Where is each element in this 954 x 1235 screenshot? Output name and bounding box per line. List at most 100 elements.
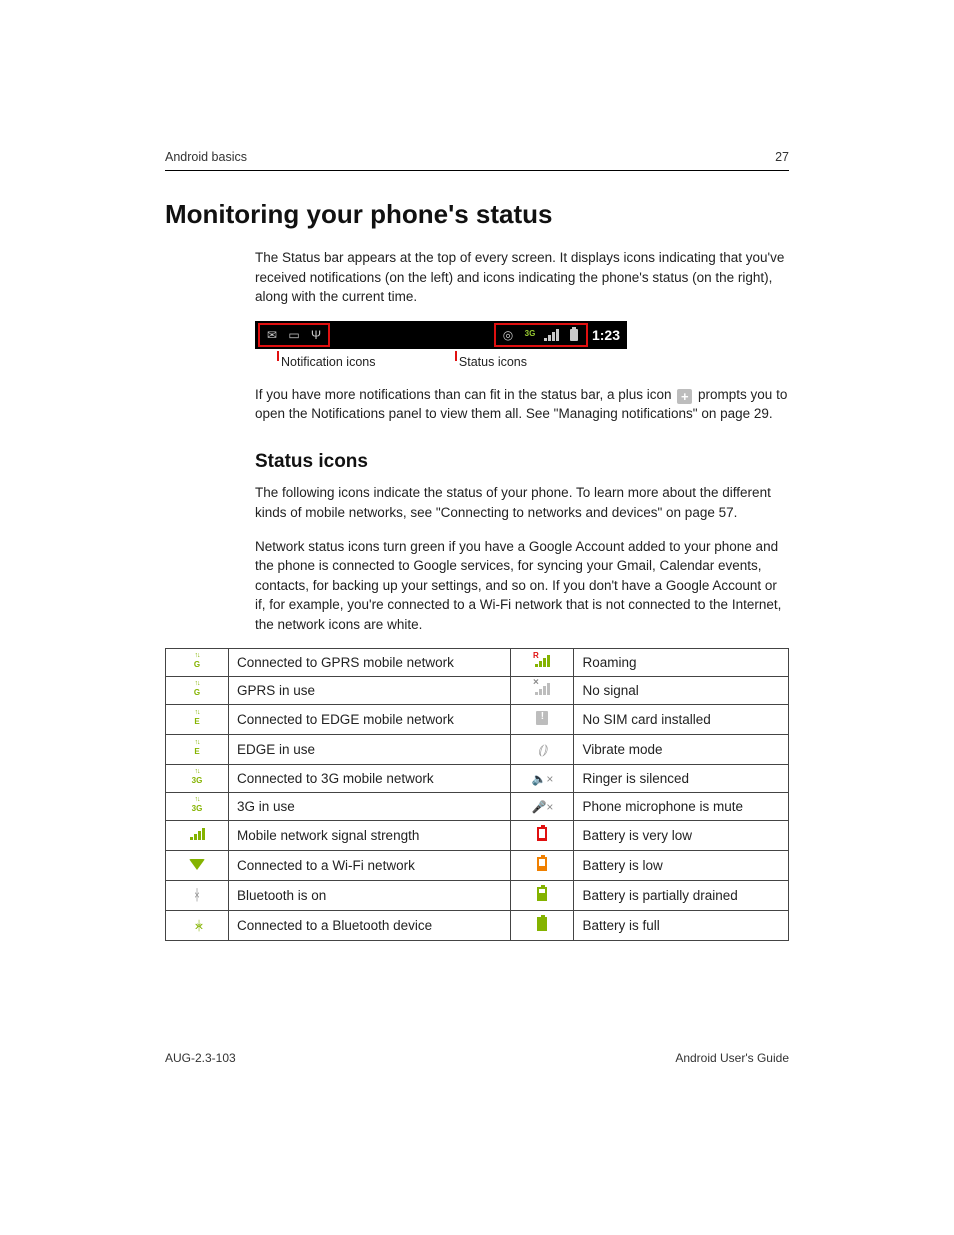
battery-very-low-icon — [537, 827, 547, 841]
page-footer: AUG-2.3-103 Android User's Guide — [165, 1051, 789, 1065]
plus-icon: + — [677, 389, 692, 404]
network-3g-icon: 3G — [192, 772, 203, 785]
wifi-icon — [189, 859, 205, 870]
desc-cell: No signal — [574, 677, 789, 705]
icon-cell: E — [166, 705, 229, 735]
battery-partial-icon — [537, 887, 547, 901]
icon-cell: ⦅⦆ — [511, 735, 574, 765]
desc-cell: 3G in use — [229, 793, 511, 821]
callout-status-icons: Status icons — [455, 353, 527, 371]
callout-tick-icon — [455, 351, 457, 361]
roaming-icon — [535, 655, 550, 667]
desc-cell: Mobile network signal strength — [229, 821, 511, 851]
callout-notification-icons: Notification icons — [277, 353, 376, 371]
document-page: Android basics 27 Monitoring your phone'… — [0, 0, 954, 1235]
footer-guide-name: Android User's Guide — [675, 1051, 789, 1065]
icon-cell: 🎤× — [511, 793, 574, 821]
icon-cell: 🔈× — [511, 765, 574, 793]
calendar-icon: ▭ — [286, 329, 302, 341]
icon-cell — [511, 677, 574, 705]
network-3g-icon: 3G — [192, 800, 203, 813]
table-row: E Connected to EDGE mobile network No SIM … — [166, 705, 789, 735]
icon-cell — [511, 881, 574, 911]
table-row: ›ᚼ‹Connected to a Bluetooth deviceBatter… — [166, 911, 789, 941]
icon-cell: ›ᚼ‹ — [166, 911, 229, 941]
table-row: ᚼ Bluetooth is on Battery is partially dra… — [166, 881, 789, 911]
desc-cell: Connected to 3G mobile network — [229, 765, 511, 793]
notification-icons-group: ✉ ▭ Ψ — [258, 323, 330, 347]
no-signal-icon — [535, 683, 550, 695]
icon-cell — [511, 911, 574, 941]
body-content: The Status bar appears at the top of eve… — [255, 248, 789, 634]
table-row: 3G Connected to 3G mobile network🔈×Ringer… — [166, 765, 789, 793]
desc-cell: Connected to EDGE mobile network — [229, 705, 511, 735]
signal-strength-icon — [190, 828, 205, 840]
battery-icon — [566, 329, 582, 341]
usb-icon: Ψ — [308, 329, 324, 341]
desc-cell: Battery is partially drained — [574, 881, 789, 911]
network-gprs-icon: G — [194, 684, 200, 697]
status-icons-group: ◎ 3G — [494, 323, 588, 347]
icon-cell: 3G — [166, 793, 229, 821]
icon-cell: E — [166, 735, 229, 765]
page-number: 27 — [775, 150, 789, 164]
network-edge-icon: E — [194, 713, 199, 726]
status-icons-heading: Status icons — [255, 448, 789, 476]
plus-icon-paragraph: If you have more notifications than can … — [255, 385, 789, 424]
signal-bars-icon — [544, 329, 560, 341]
status-icons-table: G Connected to GPRS mobile network Roaming… — [165, 648, 789, 941]
status-icons-tbody: G Connected to GPRS mobile network Roaming… — [166, 649, 789, 941]
statusbar-callouts: Notification icons Status icons — [255, 353, 625, 371]
desc-cell: Ringer is silenced — [574, 765, 789, 793]
footer-doc-id: AUG-2.3-103 — [165, 1051, 236, 1065]
section-name: Android basics — [165, 150, 247, 164]
status-icons-p1: The following icons indicate the status … — [255, 483, 789, 522]
icon-cell: G — [166, 677, 229, 705]
mail-icon: ✉ — [264, 329, 280, 341]
statusbar-time: 1:23 — [588, 325, 626, 345]
vibrate-icon: ⦅⦆ — [538, 741, 547, 757]
icon-cell — [511, 705, 574, 735]
table-row: E EDGE in use ⦅⦆ Vibrate mode — [166, 735, 789, 765]
desc-cell: Phone microphone is mute — [574, 793, 789, 821]
mic-mute-icon: 🎤× — [531, 800, 553, 814]
no-sim-icon — [536, 711, 548, 725]
table-row: Connected to a Wi-Fi network Battery is l… — [166, 851, 789, 881]
network-3g-icon: 3G — [522, 331, 538, 338]
network-gprs-icon: G — [194, 656, 200, 669]
desc-cell: Battery is low — [574, 851, 789, 881]
desc-cell: Battery is very low — [574, 821, 789, 851]
bluetooth-icon: ᚼ — [192, 887, 201, 904]
page-title: Monitoring your phone's status — [165, 199, 789, 230]
table-row: Mobile network signal strength Battery is… — [166, 821, 789, 851]
icon-cell: 3G — [166, 765, 229, 793]
desc-cell: Connected to GPRS mobile network — [229, 649, 511, 677]
desc-cell: Roaming — [574, 649, 789, 677]
icon-cell — [511, 851, 574, 881]
icon-cell: G — [166, 649, 229, 677]
statusbar-figure: ✉ ▭ Ψ ◎ 3G 1:23 Notification icons — [255, 321, 789, 371]
table-row: G Connected to GPRS mobile network Roaming — [166, 649, 789, 677]
icon-cell — [166, 851, 229, 881]
table-row: G GPRS in use No signal — [166, 677, 789, 705]
intro-paragraph: The Status bar appears at the top of eve… — [255, 248, 789, 307]
callout-tick-icon — [277, 351, 279, 361]
gps-icon: ◎ — [500, 329, 516, 341]
battery-full-icon — [537, 917, 547, 931]
desc-cell: No SIM card installed — [574, 705, 789, 735]
battery-low-icon — [537, 857, 547, 871]
desc-cell: GPRS in use — [229, 677, 511, 705]
statusbar-mock: ✉ ▭ Ψ ◎ 3G 1:23 — [255, 321, 627, 349]
bluetooth-connected-icon: ›ᚼ‹ — [195, 918, 199, 933]
network-edge-icon: E — [194, 743, 199, 756]
desc-cell: EDGE in use — [229, 735, 511, 765]
desc-cell: Connected to a Bluetooth device — [229, 911, 511, 941]
table-row: 3G 3G in use 🎤× Phone microphone is mute — [166, 793, 789, 821]
desc-cell: Connected to a Wi-Fi network — [229, 851, 511, 881]
icon-cell — [511, 821, 574, 851]
desc-cell: Bluetooth is on — [229, 881, 511, 911]
desc-cell: Vibrate mode — [574, 735, 789, 765]
status-icons-p2: Network status icons turn green if you h… — [255, 537, 789, 635]
icon-cell — [511, 649, 574, 677]
icon-cell: ᚼ — [166, 881, 229, 911]
